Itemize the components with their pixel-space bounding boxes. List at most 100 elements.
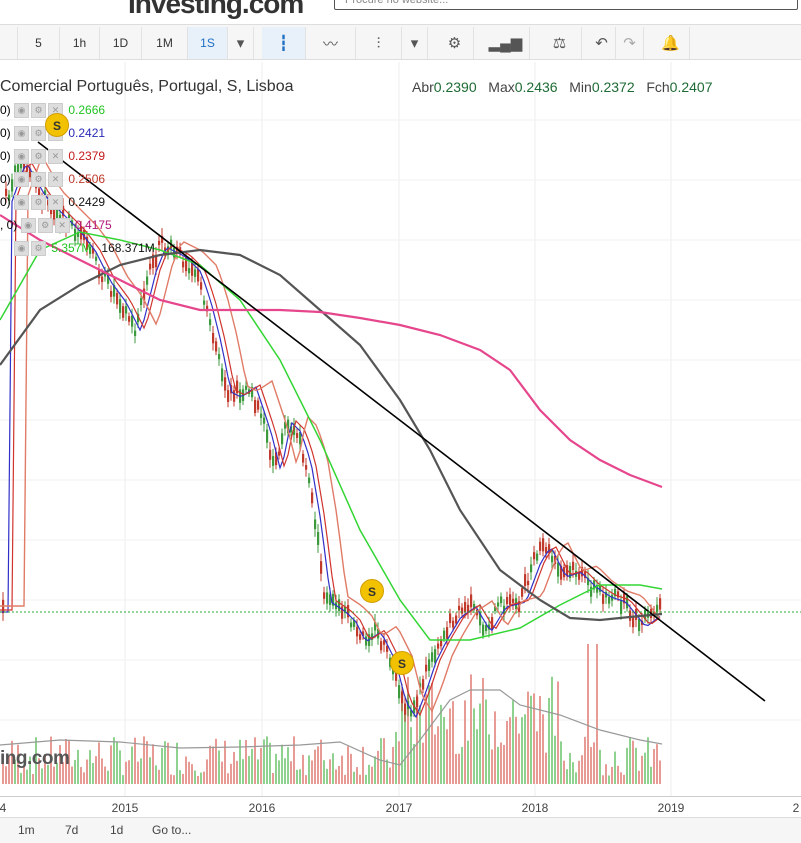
volume-bar — [170, 774, 172, 784]
range-7d-button[interactable]: 7d — [65, 823, 79, 837]
volume-bar — [428, 684, 430, 784]
indicators-dropdown-button[interactable]: ▾ — [402, 27, 428, 59]
eye-icon[interactable]: ◉ — [14, 103, 30, 119]
gear-icon[interactable]: ⚙ — [31, 195, 47, 211]
volume-bar — [227, 773, 229, 784]
range-1m-button[interactable]: 1m — [18, 823, 35, 837]
candle-body — [182, 261, 185, 268]
close-icon[interactable]: ✕ — [48, 172, 64, 188]
indicator-row[interactable]: , 0) ◉ ⚙ ✕ 0.4175 — [0, 218, 112, 234]
volume-bar — [272, 772, 274, 784]
indicator-value: 0.2506 — [68, 172, 106, 186]
eye-icon[interactable]: ◉ — [14, 126, 30, 142]
search-input[interactable]: Procure no website... — [334, 0, 798, 10]
candle-body — [416, 696, 419, 707]
gear-icon[interactable]: ⚙ — [31, 126, 47, 142]
candle-body — [344, 606, 347, 614]
candle-body — [281, 433, 284, 445]
candlestick-type-button[interactable]: ┇ — [262, 27, 306, 59]
volume-bar — [440, 704, 442, 784]
compare-button[interactable]: ⚖ — [538, 27, 582, 59]
eye-icon[interactable]: ◉ — [14, 149, 30, 165]
interval-5-button[interactable]: 5 — [18, 27, 60, 59]
indicator-params: 0) — [0, 126, 11, 140]
indicator-value: 0.2379 — [68, 149, 106, 163]
go-to-date-button[interactable]: Go to... — [152, 823, 192, 837]
candle-body — [497, 602, 500, 607]
volume-bar — [605, 764, 607, 784]
site-logo[interactable]: Investing.com — [128, 0, 304, 19]
volume-bar — [410, 727, 412, 784]
candle-body — [305, 465, 308, 470]
interval-1h-button[interactable]: 1h — [60, 27, 100, 59]
candle-body — [158, 240, 161, 246]
candle-body — [602, 594, 605, 604]
indicators-button[interactable]: ⫶ — [356, 27, 402, 59]
eye-icon[interactable]: ◉ — [14, 195, 30, 211]
undo-button[interactable]: ↶ — [588, 27, 616, 59]
candle-body — [311, 492, 314, 504]
indicator-row[interactable]: 0) ◉ ⚙ ✕ 0.2506 — [0, 172, 105, 188]
candle-body — [590, 586, 593, 597]
candle-body — [257, 400, 260, 410]
gear-icon[interactable]: ⚙ — [31, 172, 47, 188]
gear-icon[interactable]: ⚙ — [31, 241, 46, 257]
candle-body — [290, 426, 293, 433]
candle-body — [524, 574, 527, 587]
candle-body — [353, 620, 356, 627]
candle-body — [275, 451, 278, 466]
interval-1d-button[interactable]: 1D — [100, 27, 142, 59]
candle-body — [29, 168, 32, 178]
ma-line-green — [0, 231, 663, 641]
high-label: Max — [488, 79, 515, 95]
volume-bar — [596, 644, 598, 784]
line-type-button[interactable]: 〰 — [306, 27, 356, 59]
line-chart-icon: 〰 — [322, 35, 338, 53]
add-alert-button[interactable]: 🔔 — [652, 27, 690, 59]
interval-dropdown-button[interactable]: ▾ — [228, 27, 254, 59]
volume-button[interactable]: ▂▄▆ — [482, 27, 530, 59]
volume-bar — [431, 682, 433, 784]
candle-body — [161, 235, 164, 243]
settings-button[interactable]: ⚙ — [436, 27, 474, 59]
event-marker-s[interactable]: S — [390, 651, 414, 675]
volume-bars-icon: ▂▄▆ — [488, 35, 523, 52]
event-marker-s[interactable]: S — [45, 113, 69, 137]
interval-1s-button[interactable]: 1S — [188, 27, 228, 59]
eye-icon[interactable]: ◉ — [14, 172, 30, 188]
gear-icon[interactable]: ⚙ — [31, 103, 47, 119]
gear-icon[interactable]: ⚙ — [37, 218, 53, 234]
candle-body — [473, 603, 476, 610]
volume-bar — [317, 746, 319, 784]
candle-body — [137, 313, 140, 323]
volume-bar — [314, 749, 316, 784]
redo-button[interactable]: ↷ — [616, 27, 644, 59]
candle-body — [293, 425, 296, 435]
eye-icon[interactable]: ◉ — [14, 241, 29, 257]
event-marker-s[interactable]: S — [360, 579, 384, 603]
volume-bar — [59, 745, 61, 784]
gear-icon[interactable]: ⚙ — [31, 149, 47, 165]
indicator-row[interactable]: 0) ◉ ⚙ ✕ 0.2429 — [0, 195, 105, 211]
candle-body — [440, 639, 443, 647]
volume-bar — [503, 744, 505, 784]
volume-bar — [323, 760, 325, 784]
volume-bar — [374, 756, 376, 784]
volume-indicator-row[interactable]: ◉ ⚙ 5.357M 168.371M — [14, 241, 155, 257]
candle-body — [617, 591, 620, 598]
candle-body — [203, 300, 206, 305]
close-icon[interactable]: ✕ — [48, 149, 64, 165]
candle-body — [632, 617, 635, 628]
indicator-row[interactable]: 0) ◉ ⚙ ✕ 0.2379 — [0, 149, 105, 165]
eye-icon[interactable]: ◉ — [20, 218, 36, 234]
volume-bar — [299, 769, 301, 784]
close-icon[interactable]: ✕ — [48, 195, 64, 211]
close-icon[interactable]: ✕ — [54, 218, 70, 234]
range-1d-button[interactable]: 1d — [110, 823, 124, 837]
close-label: Fch — [646, 79, 670, 95]
high-value: 0.2436 — [514, 79, 558, 95]
volume-bar — [167, 742, 169, 784]
interval-1m-button[interactable]: 1M — [142, 27, 188, 59]
x-axis: 4 2015 2016 2017 2018 2019 2 — [0, 796, 801, 815]
